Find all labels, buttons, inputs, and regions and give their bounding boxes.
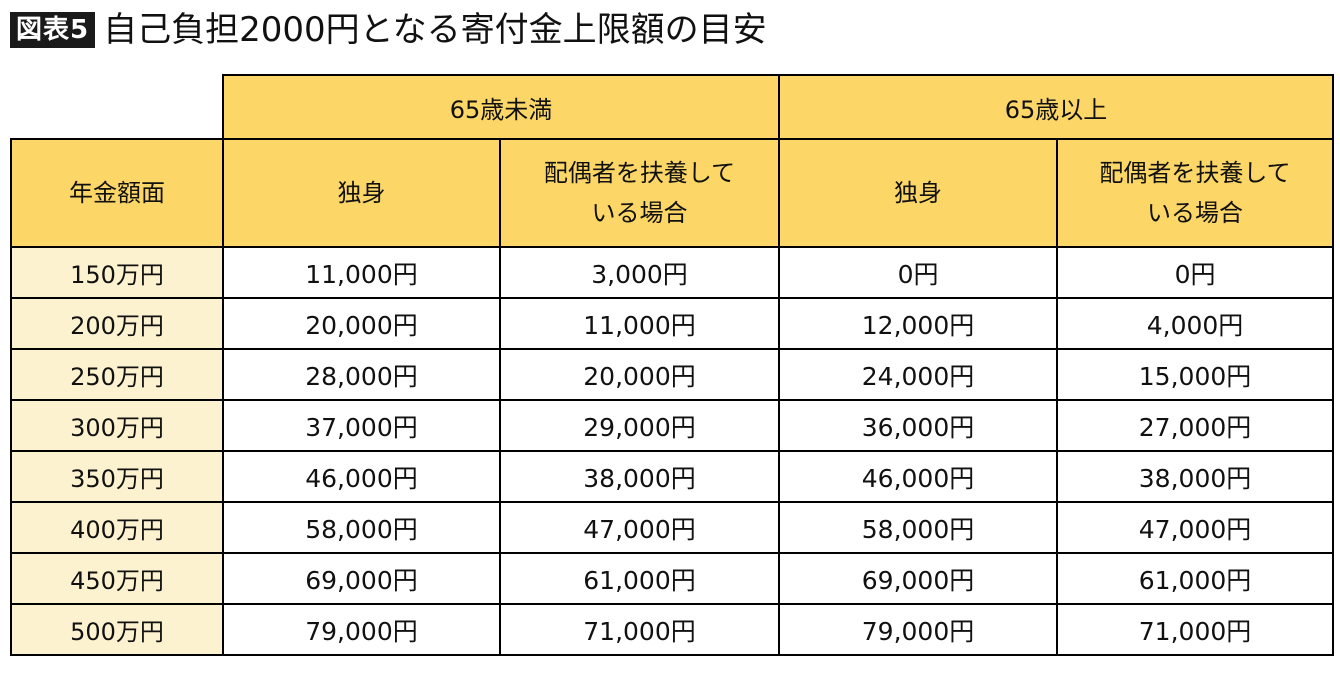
table-cell: 69,000円 [222,552,501,605]
table-cell: 29,000円 [498,399,781,452]
table-cell: 3,000円 [498,246,781,299]
table-cell: 69,000円 [778,552,1059,605]
sub-header-line: 配偶者を扶養して [1099,159,1291,187]
sub-header-line: 独身 [337,179,386,207]
row-label: 450万円 [10,552,224,605]
table-cell: 46,000円 [778,450,1059,503]
sub-header-single-under-65: 独身 [222,138,501,248]
table-row: 400万円 58,000円 47,000円 58,000円 47,000円 [10,501,1335,554]
sub-header-line: いる場合 [591,199,688,227]
table-cell: 20,000円 [222,297,501,350]
page-title: 図表5 自己負担2000円となる寄付金上限額の目安 [10,8,767,52]
table-cell: 0円 [778,246,1059,299]
table-cell: 12,000円 [778,297,1059,350]
table-row: 250万円 28,000円 20,000円 24,000円 15,000円 [10,348,1335,401]
table-cell: 24,000円 [778,348,1059,401]
row-header-pension-amount: 年金額面 [10,138,224,248]
row-label: 250万円 [10,348,224,401]
table-cell: 79,000円 [778,603,1059,656]
table-cell: 58,000円 [778,501,1059,554]
table-cell: 11,000円 [222,246,501,299]
table-row: 300万円 37,000円 29,000円 36,000円 27,000円 [10,399,1335,452]
sub-header-single-65-over: 独身 [778,138,1059,248]
table-row: 450万円 69,000円 61,000円 69,000円 61,000円 [10,552,1335,605]
donation-limit-table: 65歳未満 65歳以上 年金額面 独身 配偶者を扶養して いる場合 独身 配偶者… [10,74,1335,656]
sub-header-line: 配偶者を扶養して [543,159,736,187]
table-cell: 79,000円 [222,603,501,656]
table-cell: 71,000円 [1056,603,1335,656]
table-cell: 20,000円 [498,348,781,401]
table-cell: 47,000円 [498,501,781,554]
table-cell: 38,000円 [1056,450,1335,503]
table-cell: 58,000円 [222,501,501,554]
sub-header-line: いる場合 [1147,199,1244,227]
group-header-under-65: 65歳未満 [221,74,781,140]
table-cell: 11,000円 [498,297,781,350]
sub-header-spouse-under-65: 配偶者を扶養して いる場合 [498,138,781,248]
blank-corner-cell [11,75,224,140]
row-label: 350万円 [10,450,224,503]
table-cell: 36,000円 [778,399,1059,452]
row-label: 150万円 [10,246,224,299]
table-cell: 47,000円 [1056,501,1335,554]
row-label: 300万円 [10,399,224,452]
table-cell: 38,000円 [498,450,781,503]
table-cell: 4,000円 [1056,297,1335,350]
table-cell: 27,000円 [1056,399,1335,452]
figure-number-badge: 図表5 [10,12,96,48]
table-row: 150万円 11,000円 3,000円 0円 0円 [10,246,1335,299]
group-header-65-and-over: 65歳以上 [778,74,1335,140]
table-cell: 46,000円 [222,450,501,503]
table-cell: 28,000円 [222,348,501,401]
table-cell: 0円 [1056,246,1335,299]
sub-header-spouse-65-over: 配偶者を扶養して いる場合 [1056,138,1335,248]
table-cell: 71,000円 [498,603,781,656]
row-label: 400万円 [10,501,224,554]
row-label: 200万円 [10,297,224,350]
row-label: 500万円 [10,603,224,656]
table-cell: 37,000円 [222,399,501,452]
group-header-row: 65歳未満 65歳以上 [11,74,1335,140]
table-cell: 61,000円 [498,552,781,605]
sub-header-row: 年金額面 独身 配偶者を扶養して いる場合 独身 配偶者を扶養して いる場合 [10,138,1335,248]
figure-title: 自己負担2000円となる寄付金上限額の目安 [103,10,767,50]
table-row: 500万円 79,000円 71,000円 79,000円 71,000円 [10,603,1335,656]
table-cell: 61,000円 [1056,552,1335,605]
sub-header-line: 独身 [894,179,943,207]
table-cell: 15,000円 [1056,348,1335,401]
table-row: 200万円 20,000円 11,000円 12,000円 4,000円 [10,297,1335,350]
table-row: 350万円 46,000円 38,000円 46,000円 38,000円 [10,450,1335,503]
